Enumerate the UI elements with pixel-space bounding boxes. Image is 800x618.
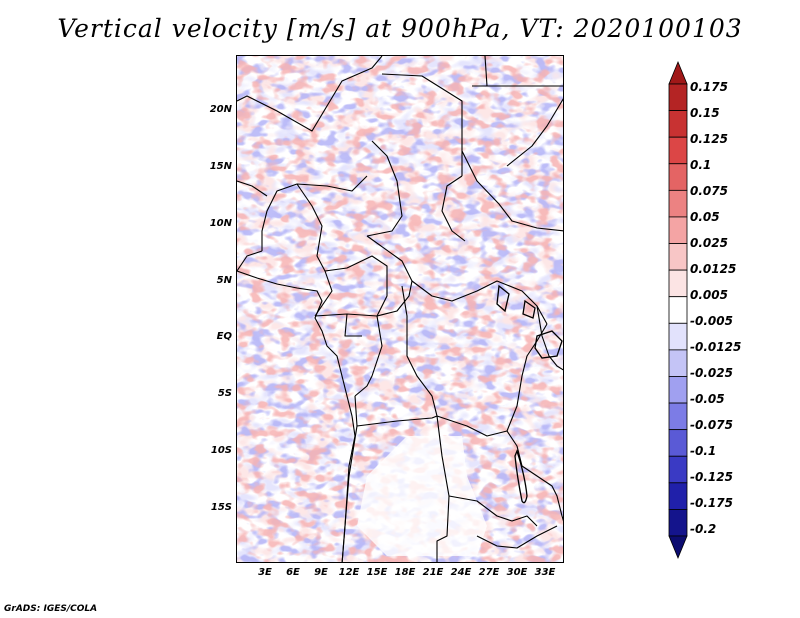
lon-label-24e: 24E <box>450 567 472 578</box>
lon-label-9e: 9E <box>314 567 328 578</box>
colorbar-segment <box>668 402 688 431</box>
coastline <box>237 270 356 562</box>
lon-label-3e: 3E <box>258 567 272 578</box>
colorbar-label-14: -0.1 <box>690 444 717 458</box>
country-borders <box>237 56 563 562</box>
colorbar-label-11: -0.025 <box>690 366 733 380</box>
calm-zone <box>357 436 487 556</box>
colorbar-segment <box>668 83 688 111</box>
colorbar-segment <box>668 322 688 351</box>
lon-label-12e: 12E <box>338 567 360 578</box>
colorbar-label-13: -0.075 <box>690 418 733 432</box>
colorbar-segment <box>668 163 688 191</box>
colorbar <box>668 60 688 560</box>
lon-label-15e: 15E <box>366 567 388 578</box>
colorbar-segment <box>668 269 688 298</box>
colorbar-label-4: 0.075 <box>690 184 728 198</box>
lat-label-10n: 10N <box>209 218 232 229</box>
lat-label-5s: 5S <box>217 388 232 399</box>
colorbar-label-15: -0.125 <box>690 470 733 484</box>
map-panel <box>236 55 564 563</box>
colorbar-segment <box>668 189 688 218</box>
colorbar-segment <box>668 243 688 271</box>
colorbar-label-3: 0.1 <box>690 158 712 172</box>
footer-credit: GrADS: IGES/COLA <box>4 604 98 614</box>
colorbar-segment <box>668 482 688 510</box>
lon-label-6e: 6E <box>286 567 300 578</box>
colorbar-segment <box>668 296 688 324</box>
colorbar-label-7: 0.0125 <box>690 262 737 276</box>
lat-label-15n: 15N <box>209 161 232 172</box>
colorbar-label-16: -0.175 <box>690 496 733 510</box>
lat-label-15s: 15S <box>210 502 232 513</box>
lat-label-10s: 10S <box>210 445 232 456</box>
colorbar-segment <box>668 110 688 138</box>
colorbar-label-8: 0.005 <box>690 288 728 302</box>
lon-label-21e: 21E <box>422 567 444 578</box>
colorbar-segment <box>668 216 688 244</box>
colorbar-segment <box>668 376 688 404</box>
lon-label-27e: 27E <box>478 567 500 578</box>
lon-label-18e: 18E <box>394 567 416 578</box>
lat-label-5n: 5N <box>216 275 232 286</box>
colorbar-label-9: -0.005 <box>690 314 733 328</box>
lon-label-30e: 30E <box>506 567 528 578</box>
colorbar-segment <box>668 429 688 457</box>
lat-label-eq: EQ <box>216 331 232 342</box>
colorbar-segment <box>668 349 688 377</box>
colorbar-bottom-triangle <box>668 535 688 560</box>
map-title: Vertical velocity [m/s] at 900hPa, VT: 2… <box>57 14 743 43</box>
colorbar-label-10: -0.0125 <box>690 340 742 354</box>
colorbar-label-2: 0.125 <box>690 132 728 146</box>
colorbar-label-6: 0.025 <box>690 236 728 250</box>
colorbar-label-12: -0.05 <box>690 392 725 406</box>
colorbar-segment <box>668 509 688 537</box>
lon-label-33e: 33E <box>534 567 556 578</box>
colorbar-label-17: -0.2 <box>690 522 717 536</box>
colorbar-label-0: 0.175 <box>690 80 728 94</box>
colorbar-top-triangle <box>668 60 688 85</box>
velocity-field-map <box>237 56 563 562</box>
colorbar-label-1: 0.15 <box>690 106 720 120</box>
colorbar-segment <box>668 136 688 165</box>
lat-label-20n: 20N <box>209 104 232 115</box>
lakes <box>496 284 563 504</box>
colorbar-segment <box>668 455 688 484</box>
colorbar-label-5: 0.05 <box>690 210 720 224</box>
